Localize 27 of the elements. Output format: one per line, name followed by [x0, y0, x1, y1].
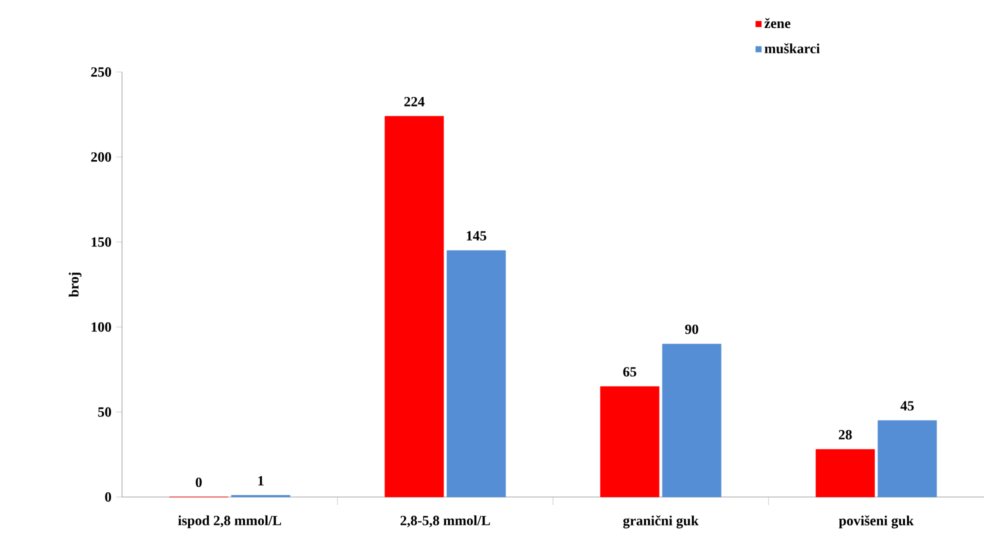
bar [446, 250, 506, 498]
x-tick-label: ispod 2,8 mmol/L [178, 515, 282, 528]
y-axis-title: broj [68, 272, 82, 298]
bar [662, 344, 722, 498]
x-tick-label: granični guk [623, 515, 699, 528]
data-label: 45 [900, 401, 914, 411]
data-label: 1 [258, 476, 264, 486]
data-label: 90 [685, 324, 698, 334]
y-tick-label: 200 [91, 152, 112, 162]
data-label: 28 [838, 430, 852, 440]
bar [878, 420, 937, 498]
legend-label: žene [764, 18, 790, 28]
data-label: 0 [196, 478, 202, 488]
data-label: 224 [404, 96, 424, 106]
bar [600, 386, 660, 498]
y-tick-label: 0 [105, 492, 112, 502]
x-tick-label: 2,8-5,8 mmol/L [400, 515, 490, 528]
y-tick-label: 100 [92, 322, 112, 332]
data-label: 145 [466, 231, 486, 241]
data-label: 65 [623, 367, 636, 377]
bar [816, 449, 875, 498]
x-tick-label: povišeni guk [838, 515, 914, 528]
y-tick-label: 50 [98, 407, 112, 417]
legend-label: muškarci [764, 43, 820, 54]
y-tick-label: 250 [91, 67, 112, 77]
y-tick-label: 150 [92, 237, 112, 247]
bar [384, 116, 444, 498]
